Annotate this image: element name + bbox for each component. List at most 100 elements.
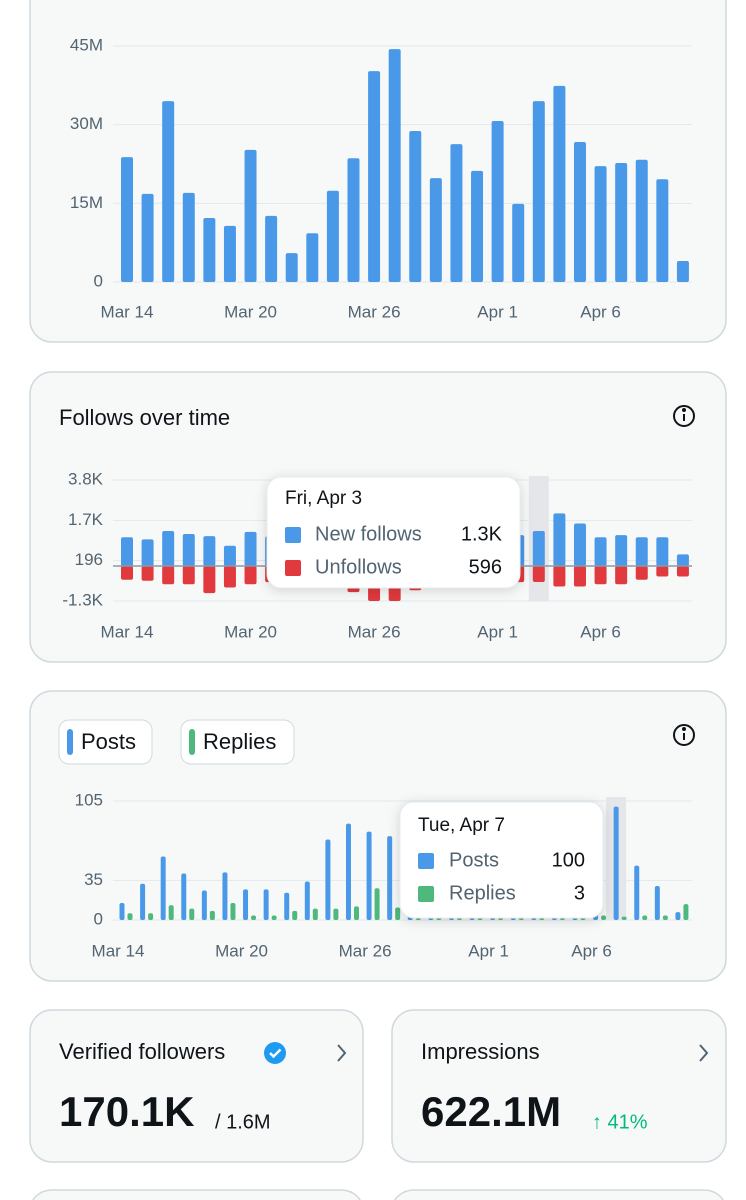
bar <box>634 865 640 920</box>
card-value: 622.1M <box>421 1088 561 1135</box>
tooltip-box <box>266 476 521 589</box>
bar <box>471 170 484 282</box>
y-tick-label: 35 <box>84 870 103 889</box>
bar <box>201 890 207 920</box>
bar <box>429 178 442 282</box>
bar <box>160 856 166 920</box>
y-tick-label: -1.3K <box>62 590 103 609</box>
tooltip-label: Unfollows <box>315 556 402 578</box>
bar <box>121 565 133 580</box>
impressions-card[interactable] <box>391 1009 727 1163</box>
bar <box>642 915 648 920</box>
bar <box>573 565 586 587</box>
bar <box>654 886 660 920</box>
x-tick-label: Apr 1 <box>477 622 518 641</box>
bar <box>326 190 339 282</box>
bar <box>345 823 351 920</box>
bar <box>450 144 463 282</box>
tooltip-value: 596 <box>469 556 502 578</box>
bar <box>203 565 216 594</box>
y-tick-label: 0 <box>94 909 103 928</box>
bar <box>121 157 133 282</box>
verified-card[interactable] <box>29 1009 364 1163</box>
card-title: Impressions <box>421 1039 540 1064</box>
y-tick-label: 3.8K <box>68 469 104 488</box>
info-icon[interactable] <box>673 405 695 427</box>
x-tick-label: Apr 6 <box>580 622 621 641</box>
bar <box>613 806 619 920</box>
tooltip-title: Tue, Apr 7 <box>418 815 505 836</box>
y-tick-label: 0 <box>94 271 103 290</box>
bar <box>304 881 310 920</box>
bar <box>312 908 318 920</box>
bar <box>119 903 125 920</box>
x-tick-label: Mar 14 <box>101 302 154 321</box>
tooltip: Fri, Apr 3 New follows 1.3K Unfollows 596 <box>266 476 521 589</box>
bar <box>553 85 566 282</box>
bar <box>656 565 669 577</box>
bar <box>203 536 216 566</box>
x-tick-label: Apr 6 <box>580 302 621 321</box>
x-tick-label: Apr 6 <box>571 941 612 960</box>
bar <box>127 913 133 920</box>
bar <box>395 907 401 920</box>
tooltip-swatch <box>418 886 434 902</box>
bar <box>271 915 277 920</box>
bar <box>162 565 175 585</box>
legend-chip[interactable]: Replies <box>180 719 295 765</box>
legend-label: Posts <box>81 729 136 754</box>
info-icon[interactable] <box>673 724 695 746</box>
bar <box>182 534 195 566</box>
bar <box>244 149 257 282</box>
bar <box>676 565 689 577</box>
chevron <box>337 1044 347 1062</box>
x-tick-label: Mar 26 <box>348 622 401 641</box>
bar <box>615 535 628 566</box>
bar <box>230 903 236 920</box>
tooltip-label: Replies <box>449 882 516 904</box>
bar <box>553 565 566 587</box>
bar <box>601 915 607 920</box>
legend-swatch <box>189 729 195 755</box>
chart-title: Follows over time <box>59 405 230 430</box>
bar <box>532 101 545 282</box>
bar <box>182 565 195 585</box>
bar <box>512 203 525 282</box>
bar <box>656 537 669 566</box>
y-tick-label: 30M <box>70 114 103 133</box>
legend-chip[interactable]: Posts <box>58 719 153 765</box>
bar <box>594 537 607 566</box>
bar <box>244 531 257 566</box>
tooltip-value: 100 <box>552 849 585 871</box>
x-tick-label: Mar 20 <box>215 941 268 960</box>
tooltip-swatch <box>418 853 434 869</box>
bar <box>683 904 689 920</box>
bar <box>203 218 216 282</box>
bar <box>182 192 195 282</box>
bar <box>162 531 175 566</box>
bar <box>251 915 257 920</box>
tooltip-title: Fri, Apr 3 <box>285 488 362 509</box>
bar <box>635 159 648 282</box>
card <box>32 1189 361 1200</box>
bar <box>409 130 422 282</box>
bar <box>265 215 278 282</box>
card-value: 170.1K <box>59 1088 194 1135</box>
bar <box>594 565 607 585</box>
tooltip-value: 3 <box>574 882 585 904</box>
y-tick-label: 105 <box>75 790 103 809</box>
bar <box>222 872 228 920</box>
bar <box>148 913 154 920</box>
bar <box>209 910 215 920</box>
bar <box>263 889 269 920</box>
x-tick-label: Mar 26 <box>339 941 392 960</box>
bar <box>141 539 154 566</box>
bar <box>635 565 648 580</box>
charts: 0 15M 30M 45M Mar 14 Mar 20 Mar 26 Apr 1 Apr 6 -1… <box>62 35 692 960</box>
y-tick-label: 45M <box>70 35 103 54</box>
x-tick-label: Apr 1 <box>477 302 518 321</box>
tooltip-swatch <box>285 527 301 543</box>
bar <box>162 101 175 282</box>
bar <box>676 261 689 282</box>
